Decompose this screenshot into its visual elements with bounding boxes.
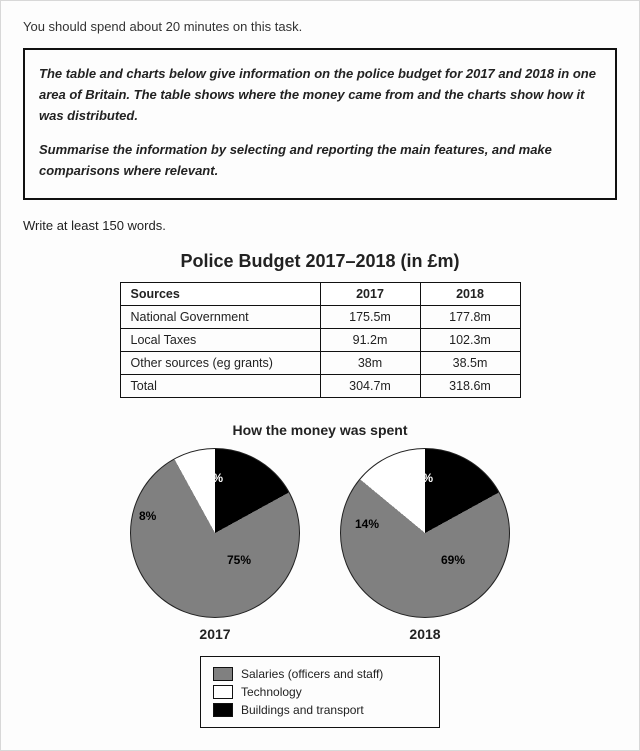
cell-source: Total <box>120 374 320 397</box>
legend-box: Salaries (officers and staff) Technology… <box>200 656 440 728</box>
header-2017: 2017 <box>320 282 420 305</box>
legend-label-buildings: Buildings and transport <box>241 703 364 717</box>
cell-2018: 38.5m <box>420 351 520 374</box>
cell-source: Local Taxes <box>120 328 320 351</box>
prompt-paragraph-2: Summarise the information by selecting a… <box>39 140 601 182</box>
table-row: National Government 175.5m 177.8m <box>120 305 520 328</box>
charts-title: How the money was spent <box>23 422 617 438</box>
swatch-buildings <box>213 703 233 717</box>
cell-2017: 304.7m <box>320 374 420 397</box>
cell-2017: 175.5m <box>320 305 420 328</box>
header-sources: Sources <box>120 282 320 305</box>
pie-2018-year: 2018 <box>340 626 510 642</box>
pie-2018-buildings-label: 17% <box>409 471 433 485</box>
pie-charts-row: 17% 8% 75% 2017 17% 14% 69% 2018 <box>23 448 617 642</box>
swatch-technology <box>213 685 233 699</box>
table-row: Total 304.7m 318.6m <box>120 374 520 397</box>
table-row: Other sources (eg grants) 38m 38.5m <box>120 351 520 374</box>
cell-2017: 91.2m <box>320 328 420 351</box>
prompt-paragraph-1: The table and charts below give informat… <box>39 64 601 126</box>
task-prompt-box: The table and charts below give informat… <box>23 48 617 200</box>
pie-2018-salaries-label: 69% <box>441 553 465 567</box>
table-title: Police Budget 2017–2018 (in £m) <box>23 251 617 272</box>
legend-label-technology: Technology <box>241 685 302 699</box>
pie-chart-2018: 17% 14% 69% <box>340 448 510 618</box>
pie-2017-wrap: 17% 8% 75% 2017 <box>130 448 300 642</box>
cell-2018: 177.8m <box>420 305 520 328</box>
cell-2018: 318.6m <box>420 374 520 397</box>
table-row: Local Taxes 91.2m 102.3m <box>120 328 520 351</box>
pie-2017-buildings-label: 17% <box>199 471 223 485</box>
legend-label-salaries: Salaries (officers and staff) <box>241 667 383 681</box>
legend-row-salaries: Salaries (officers and staff) <box>213 665 427 683</box>
header-2018: 2018 <box>420 282 520 305</box>
cell-2018: 102.3m <box>420 328 520 351</box>
table-header-row: Sources 2017 2018 <box>120 282 520 305</box>
legend-row-buildings: Buildings and transport <box>213 701 427 719</box>
budget-table: Sources 2017 2018 National Government 17… <box>120 282 521 398</box>
legend-row-technology: Technology <box>213 683 427 701</box>
cell-source: National Government <box>120 305 320 328</box>
pie-2017-salaries-label: 75% <box>227 553 251 567</box>
pie-chart-2017: 17% 8% 75% <box>130 448 300 618</box>
min-words-text: Write at least 150 words. <box>23 218 617 233</box>
pie-2017-year: 2017 <box>130 626 300 642</box>
pie-2018-wrap: 17% 14% 69% 2018 <box>340 448 510 642</box>
intro-text: You should spend about 20 minutes on thi… <box>23 19 617 34</box>
cell-2017: 38m <box>320 351 420 374</box>
cell-source: Other sources (eg grants) <box>120 351 320 374</box>
pie-2018-technology-label: 14% <box>355 517 379 531</box>
pie-2017-technology-label: 8% <box>139 509 156 523</box>
swatch-salaries <box>213 667 233 681</box>
